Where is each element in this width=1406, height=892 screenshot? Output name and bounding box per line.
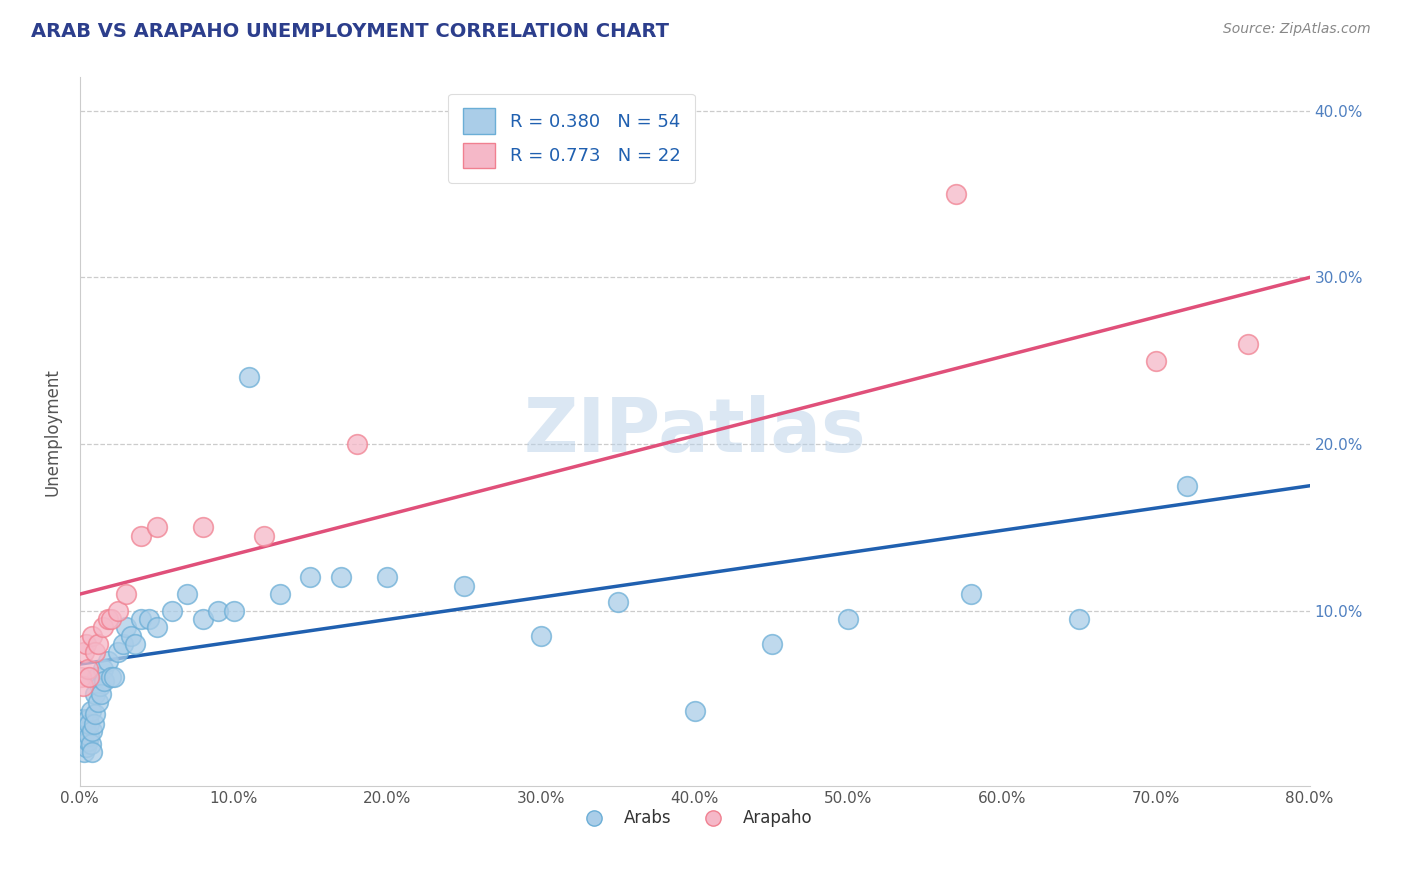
Point bbox=[75, 740, 97, 755]
Point bbox=[82, 723, 104, 738]
Point bbox=[1175, 479, 1198, 493]
Point bbox=[1144, 353, 1167, 368]
Point bbox=[72, 729, 94, 743]
Point bbox=[330, 570, 353, 584]
Legend: Arabs, Arapaho: Arabs, Arapaho bbox=[571, 803, 820, 834]
Point bbox=[145, 620, 167, 634]
Point bbox=[837, 612, 859, 626]
Point bbox=[91, 620, 114, 634]
Point bbox=[960, 587, 983, 601]
Point bbox=[131, 612, 153, 626]
Point bbox=[945, 187, 967, 202]
Point bbox=[82, 629, 104, 643]
Point bbox=[93, 673, 115, 688]
Point bbox=[76, 733, 98, 747]
Point bbox=[346, 437, 368, 451]
Point bbox=[73, 737, 96, 751]
Point bbox=[87, 696, 110, 710]
Point bbox=[72, 679, 94, 693]
Point bbox=[453, 579, 475, 593]
Point bbox=[83, 717, 105, 731]
Point bbox=[86, 670, 108, 684]
Point bbox=[72, 712, 94, 726]
Point bbox=[82, 746, 104, 760]
Text: Source: ZipAtlas.com: Source: ZipAtlas.com bbox=[1223, 22, 1371, 37]
Point bbox=[120, 629, 142, 643]
Point bbox=[299, 570, 322, 584]
Point bbox=[103, 670, 125, 684]
Point bbox=[107, 604, 129, 618]
Point bbox=[89, 679, 111, 693]
Point bbox=[90, 687, 112, 701]
Point bbox=[207, 604, 229, 618]
Point bbox=[107, 645, 129, 659]
Point bbox=[115, 587, 138, 601]
Point bbox=[124, 637, 146, 651]
Text: ZIPatlas: ZIPatlas bbox=[523, 395, 866, 468]
Text: ARAB VS ARAPAHO UNEMPLOYMENT CORRELATION CHART: ARAB VS ARAPAHO UNEMPLOYMENT CORRELATION… bbox=[31, 22, 669, 41]
Point bbox=[606, 595, 628, 609]
Point bbox=[138, 612, 160, 626]
Point bbox=[91, 662, 114, 676]
Point bbox=[160, 604, 183, 618]
Point bbox=[96, 612, 118, 626]
Point bbox=[145, 520, 167, 534]
Point bbox=[176, 587, 198, 601]
Point bbox=[70, 670, 93, 684]
Point bbox=[84, 687, 107, 701]
Point bbox=[75, 723, 97, 738]
Point bbox=[100, 670, 122, 684]
Point bbox=[115, 620, 138, 634]
Point bbox=[75, 637, 97, 651]
Point bbox=[253, 529, 276, 543]
Point bbox=[76, 712, 98, 726]
Point bbox=[100, 612, 122, 626]
Point bbox=[1067, 612, 1090, 626]
Point bbox=[76, 662, 98, 676]
Point bbox=[683, 704, 706, 718]
Point bbox=[131, 529, 153, 543]
Point bbox=[191, 520, 214, 534]
Point bbox=[70, 721, 93, 735]
Point bbox=[1237, 337, 1260, 351]
Point bbox=[87, 637, 110, 651]
Point bbox=[191, 612, 214, 626]
Point bbox=[73, 746, 96, 760]
Point bbox=[84, 645, 107, 659]
Point bbox=[73, 645, 96, 659]
Point bbox=[375, 570, 398, 584]
Point bbox=[77, 729, 100, 743]
Point bbox=[79, 737, 101, 751]
Point bbox=[222, 604, 245, 618]
Point bbox=[111, 637, 134, 651]
Point bbox=[84, 707, 107, 722]
Point bbox=[530, 629, 553, 643]
Point bbox=[77, 717, 100, 731]
Point bbox=[238, 370, 260, 384]
Point bbox=[269, 587, 291, 601]
Point bbox=[77, 670, 100, 684]
Point bbox=[761, 637, 783, 651]
Y-axis label: Unemployment: Unemployment bbox=[44, 368, 60, 496]
Point bbox=[79, 704, 101, 718]
Point bbox=[96, 654, 118, 668]
